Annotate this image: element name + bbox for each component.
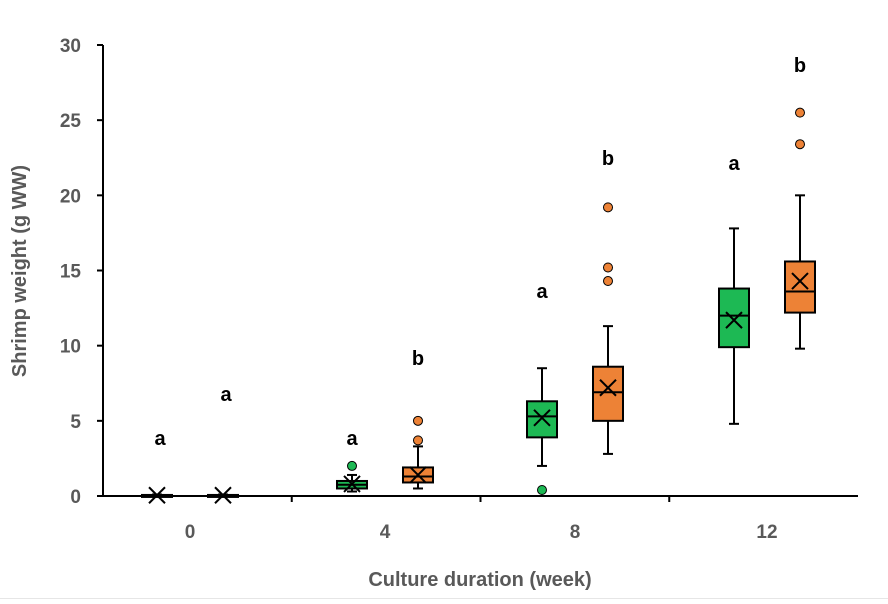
significance-letter: a <box>220 384 232 406</box>
outlier-point <box>413 415 423 426</box>
mean-marker <box>409 466 427 484</box>
significance-letter: b <box>412 348 424 370</box>
box-orange-week-12: b <box>784 55 816 350</box>
significance-letter: b <box>602 148 614 170</box>
box-iqr <box>784 260 816 314</box>
x-tick-label: 4 <box>380 522 391 543</box>
mean-marker <box>214 486 232 504</box>
box-orange-week-4: b <box>402 348 434 490</box>
box-green-week-0: a <box>141 428 173 504</box>
mean-marker <box>725 311 743 329</box>
box-green-week-8: a <box>526 281 558 495</box>
box-iqr <box>526 400 558 439</box>
outlier-point <box>795 107 805 118</box>
mean-marker <box>343 475 361 493</box>
significance-letter: a <box>536 281 548 303</box>
mean-marker <box>533 409 551 427</box>
y-tick-label: 20 <box>60 186 81 207</box>
box-orange-week-8: b <box>592 148 624 455</box>
y-axis-label: Shrimp weight (g WW) <box>9 165 31 377</box>
outlier-point <box>603 276 613 287</box>
outlier-point <box>413 435 423 446</box>
box-green-week-4: a <box>336 428 368 493</box>
mean-marker <box>791 272 809 290</box>
x-tick-label: 0 <box>185 522 196 543</box>
x-tick-label: 12 <box>756 522 777 543</box>
outlier-point <box>347 460 357 471</box>
box-green-week-12: a <box>718 153 750 425</box>
outlier-point <box>603 262 613 273</box>
divider <box>0 598 888 599</box>
outlier-point <box>603 202 613 213</box>
box-orange-week-0: a <box>207 384 239 504</box>
y-tick-label: 5 <box>70 412 81 433</box>
y-tick-label: 15 <box>60 262 82 283</box>
significance-letter: b <box>794 55 806 77</box>
mean-marker <box>148 486 166 504</box>
y-tick-label: 30 <box>60 36 81 57</box>
box-iqr <box>718 287 750 349</box>
significance-letter: a <box>154 428 166 450</box>
box-iqr <box>592 365 624 422</box>
outlier-point <box>537 484 547 495</box>
y-tick-label: 10 <box>60 337 81 358</box>
outlier-point <box>795 139 805 150</box>
y-tick-label: 0 <box>70 487 81 508</box>
mean-marker <box>599 379 617 397</box>
x-tick-label: 8 <box>570 522 581 543</box>
x-axis-label: Culture duration (week) <box>368 569 591 591</box>
significance-letter: a <box>346 428 358 450</box>
significance-letter: a <box>728 153 740 175</box>
y-tick-label: 25 <box>60 111 82 132</box>
